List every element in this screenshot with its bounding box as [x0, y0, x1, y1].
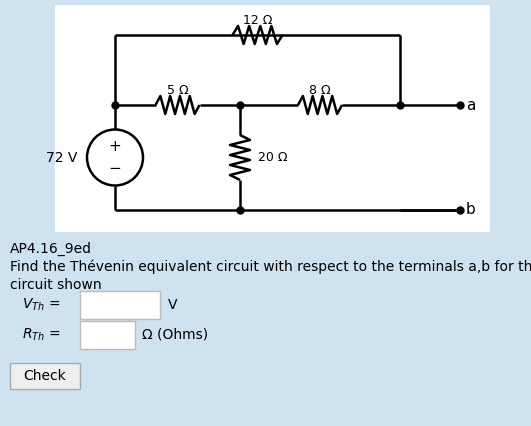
- Text: −: −: [109, 161, 122, 176]
- Text: AP4.16_9ed: AP4.16_9ed: [10, 242, 92, 256]
- Text: V: V: [168, 298, 177, 312]
- Text: Find the Thévenin equivalent circuit with respect to the terminals a,b for the: Find the Thévenin equivalent circuit wit…: [10, 260, 531, 274]
- Text: a: a: [466, 98, 475, 112]
- Text: 5 Ω: 5 Ω: [167, 84, 189, 98]
- Text: 12 Ω: 12 Ω: [243, 14, 272, 28]
- Text: $V_{Th}$ =: $V_{Th}$ =: [22, 297, 61, 313]
- Text: Ω (Ohms): Ω (Ohms): [142, 328, 208, 342]
- Text: b: b: [466, 202, 476, 218]
- Text: +: +: [109, 139, 122, 154]
- Text: Check: Check: [23, 369, 66, 383]
- Text: circuit shown: circuit shown: [10, 278, 101, 292]
- Text: $R_{Th}$ =: $R_{Th}$ =: [22, 327, 61, 343]
- Bar: [80, 321, 135, 349]
- Text: 8 Ω: 8 Ω: [309, 84, 331, 98]
- Text: 72 V: 72 V: [46, 150, 77, 164]
- Bar: [55, 5, 490, 232]
- Bar: [80, 291, 160, 319]
- Bar: [10, 363, 80, 389]
- Text: 20 Ω: 20 Ω: [258, 151, 287, 164]
